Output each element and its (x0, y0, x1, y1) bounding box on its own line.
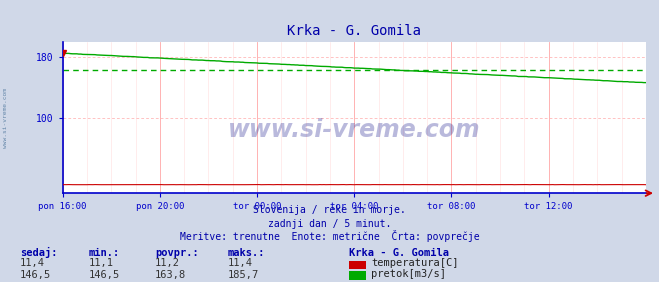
Text: povpr.:: povpr.: (155, 248, 198, 258)
Text: maks.:: maks.: (227, 248, 265, 258)
Text: www.si-vreme.com: www.si-vreme.com (228, 118, 480, 142)
Text: 146,5: 146,5 (20, 270, 51, 280)
Title: Krka - G. Gomila: Krka - G. Gomila (287, 24, 421, 38)
Text: 11,4: 11,4 (227, 259, 252, 268)
Text: zadnji dan / 5 minut.: zadnji dan / 5 minut. (268, 219, 391, 229)
Text: 11,1: 11,1 (89, 259, 114, 268)
Text: 11,4: 11,4 (20, 259, 45, 268)
Text: temperatura[C]: temperatura[C] (371, 259, 459, 268)
Text: Meritve: trenutne  Enote: metrične  Črta: povprečje: Meritve: trenutne Enote: metrične Črta: … (180, 230, 479, 242)
Text: 185,7: 185,7 (227, 270, 258, 280)
Text: Krka - G. Gomila: Krka - G. Gomila (349, 248, 449, 258)
Text: Slovenija / reke in morje.: Slovenija / reke in morje. (253, 205, 406, 215)
Text: min.:: min.: (89, 248, 120, 258)
Text: sedaj:: sedaj: (20, 247, 57, 258)
Text: 146,5: 146,5 (89, 270, 120, 280)
Text: 11,2: 11,2 (155, 259, 180, 268)
Text: www.si-vreme.com: www.si-vreme.com (3, 89, 8, 148)
Text: 163,8: 163,8 (155, 270, 186, 280)
Text: pretok[m3/s]: pretok[m3/s] (371, 269, 446, 279)
